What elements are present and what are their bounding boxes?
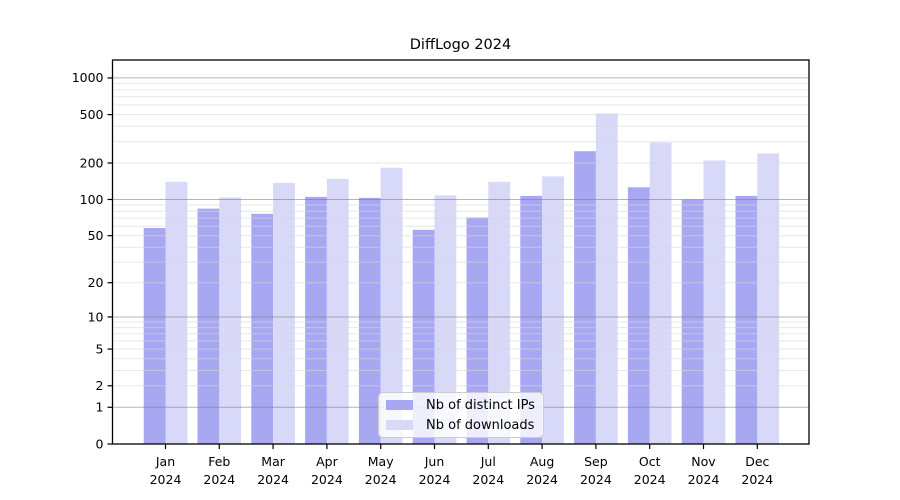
bar-distinct-ips-mar	[251, 213, 274, 444]
x-tick-label: Oct 2024	[634, 454, 666, 487]
x-tick-label: Jul 2024	[472, 454, 504, 487]
y-tick-label: 500	[80, 107, 104, 122]
bar-downloads-apr	[326, 178, 349, 444]
x-tick-label: Sep 2024	[580, 454, 612, 487]
y-tick-label: 200	[80, 155, 104, 170]
x-tick-label: Dec 2024	[741, 454, 773, 487]
legend-item-downloads: Nb of downloads	[386, 417, 537, 433]
bar-downloads-oct	[649, 142, 672, 444]
x-tick-label: Jun 2024	[419, 454, 451, 487]
bar-distinct-ips-jul	[466, 217, 489, 444]
y-tick-label: 1000	[72, 70, 104, 85]
x-tick-label: Mar 2024	[257, 454, 289, 487]
legend: Nb of distinct IPs Nb of downloads	[378, 392, 544, 438]
x-tick-label: Jan 2024	[150, 454, 182, 487]
bar-distinct-ips-feb	[197, 208, 220, 444]
bar-distinct-ips-oct	[627, 187, 650, 445]
bar-distinct-ips-jan	[143, 228, 166, 444]
y-tick-label: 50	[88, 228, 104, 243]
bar-distinct-ips-may	[358, 197, 381, 444]
bar-downloads-mar	[273, 182, 295, 444]
bar-distinct-ips-aug	[520, 195, 543, 444]
y-tick-label: 20	[88, 275, 104, 290]
x-tick-label: Apr 2024	[311, 454, 343, 487]
y-tick-label: 1	[96, 400, 104, 415]
bar-downloads-nov	[703, 160, 726, 444]
bar-distinct-ips-sep	[574, 151, 596, 444]
legend-label-distinct-ips: Nb of distinct IPs	[426, 397, 535, 413]
bar-distinct-ips-dec	[735, 195, 758, 444]
legend-label-downloads: Nb of downloads	[426, 417, 535, 433]
bar-downloads-sep	[595, 113, 618, 445]
x-tick-label: Aug 2024	[526, 454, 558, 487]
bar-distinct-ips-jun	[412, 229, 435, 444]
bar-downloads-feb	[219, 197, 242, 444]
bar-downloads-aug	[542, 176, 564, 444]
bar-downloads-dec	[757, 153, 780, 444]
bar-downloads-may	[380, 167, 403, 444]
x-tick-label: Feb 2024	[203, 454, 235, 487]
y-tick-label: 100	[80, 192, 104, 207]
x-tick-label: Nov 2024	[688, 454, 720, 487]
legend-swatch-distinct-ips	[386, 400, 413, 410]
y-tick-label: 10	[88, 309, 104, 324]
y-tick-label: 5	[96, 341, 104, 356]
y-tick-label: 2	[96, 378, 104, 393]
plot-border	[111, 59, 810, 445]
chart-title: DiffLogo 2024	[409, 37, 512, 53]
y-tick-label: 0	[96, 436, 104, 451]
legend-swatch-downloads	[386, 420, 413, 430]
legend-item-distinct-ips: Nb of distinct IPs	[386, 397, 537, 413]
bar-distinct-ips-apr	[305, 196, 327, 444]
bar-downloads-jun	[434, 195, 457, 444]
x-tick-label: May 2024	[365, 454, 397, 487]
bar-downloads-jan	[165, 181, 188, 445]
